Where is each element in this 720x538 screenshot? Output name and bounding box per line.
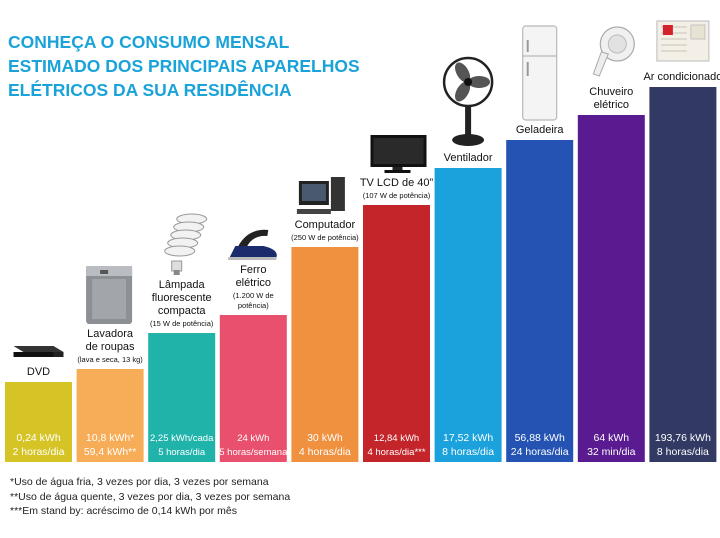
cfl-bulb-icon	[164, 213, 208, 275]
title-line: ELÉTRICOS DA SUA RESIDÊNCIA	[8, 80, 292, 100]
bar-sub-label: (107 W de potência)	[363, 191, 431, 200]
bar-group: 193,76 kWh 8 horas/dia Ar condicionado	[643, 20, 720, 462]
bar	[219, 315, 287, 462]
bar-group: 56,88 kWh 24 horas/dia Geladeira	[506, 25, 574, 462]
fan-icon	[442, 56, 494, 146]
footnotes: *Uso de água fria, 3 vezes por dia, 3 ve…	[10, 475, 290, 519]
bar-category-label: TV LCD de 40”	[360, 177, 434, 189]
bar-value-label: 5 horas/dia	[158, 447, 206, 458]
footnote: *Uso de água fria, 3 vezes por dia, 3 ve…	[10, 476, 269, 488]
washing-machine-icon	[86, 266, 133, 324]
bar	[76, 369, 144, 462]
bar-group: 0,24 kWh 2 horas/dia DVD	[5, 346, 72, 462]
bar	[5, 382, 72, 462]
bar	[148, 333, 216, 462]
bar-value-label: 24 kWh	[237, 433, 269, 444]
bar-group: 10,8 kWh* 59,4 kWh** (lava e seca, 13 kg) d…	[76, 266, 144, 462]
bar-value-label: 193,76 kWh	[655, 432, 711, 444]
bar-value-label: 4 horas/dia***	[367, 447, 425, 458]
title-line: ESTIMADO DOS PRINCIPAIS APARELHOS	[8, 56, 360, 76]
bar-category-label: Lâmpada	[159, 279, 206, 291]
bar-category-label: Lavadora	[87, 328, 134, 340]
bar-value-label: 32 min/dia	[587, 446, 636, 458]
bar-value-label: 4 horas/dia	[299, 446, 351, 458]
bar-category-label: de roupas	[86, 341, 135, 353]
bar-value-label: 2 horas/dia	[13, 446, 65, 458]
bar-value-label: 2,25 kWh/cada	[150, 433, 214, 444]
bar-category-label: elétrico	[236, 277, 271, 289]
bar-value-label: 8 horas/dia	[657, 446, 709, 458]
bar-category-label: Geladeira	[516, 124, 565, 136]
bar	[577, 115, 645, 462]
bar-category-label: Computador	[295, 219, 356, 231]
bar-category-label: elétrico	[594, 99, 629, 111]
bar-value-label: 8 horas/dia	[442, 446, 494, 458]
tv-icon	[370, 135, 427, 173]
bar-value-label: 64 kWh	[593, 432, 629, 444]
bar-value-label: 0,24 kWh	[16, 432, 61, 444]
bar-sub-label: (15 W de potência)	[150, 319, 214, 328]
bar	[434, 168, 502, 462]
bar-value-label: 59,4 kWh**	[84, 446, 137, 458]
bar-value-label: 10,8 kWh*	[86, 432, 134, 444]
bar-category-label: fluorescente	[152, 292, 212, 304]
bar-value-label: 24 horas/dia	[511, 446, 569, 458]
bar-group: 12,84 kWh 4 horas/dia*** (107 W de potênci…	[360, 135, 434, 462]
bar-category-label: Chuveiro	[589, 86, 633, 98]
bar-group: 30 kWh 4 horas/dia (250 W de potência) Comp…	[291, 177, 359, 462]
bar-sub-label: (1.200 W de	[233, 291, 274, 300]
bar-category-label: DVD	[27, 366, 50, 378]
bar-group: 24 kWh 5 horas/semana potência)(1.200 W de…	[219, 229, 288, 462]
page-title: CONHEÇA O CONSUMO MENSAL ESTIMADO DOS PR…	[8, 30, 368, 102]
bar-group: 17,52 kWh 8 horas/dia Ventilador	[434, 56, 502, 462]
bar-value-label: 5 horas/semana	[219, 447, 288, 458]
footnote: ***Em stand by: acréscimo de 0,14 kWh po…	[10, 505, 238, 517]
bar-sub-label: potência)	[238, 301, 269, 310]
refrigerator-icon	[522, 25, 558, 121]
bar-group: 2,25 kWh/cada 5 horas/dia (15 W de potênci…	[148, 213, 216, 462]
air-conditioner-icon	[656, 20, 710, 62]
bar-value-label: 17,52 kWh	[443, 432, 493, 444]
bar	[649, 87, 717, 462]
iron-icon	[228, 229, 277, 260]
bar-category-label: Ar condicionado	[643, 71, 720, 83]
bar-value-label: 30 kWh	[307, 432, 343, 444]
bar	[291, 247, 359, 462]
bar-category-label: Ferro	[240, 264, 266, 276]
bar-sub-label: (lava e seca, 13 kg)	[77, 355, 143, 364]
bar	[363, 205, 430, 462]
footnote: **Uso de água quente, 3 vezes por dia, 3…	[10, 490, 291, 503]
computer-icon	[296, 177, 345, 214]
dvd-player-icon	[13, 346, 64, 357]
bar-category-label: Ventilador	[444, 152, 493, 164]
bar	[506, 140, 574, 462]
shower-icon	[592, 26, 635, 77]
bar-value-label: 56,88 kWh	[515, 432, 565, 444]
title-line: CONHEÇA O CONSUMO MENSAL	[8, 32, 290, 52]
bar-category-label: compacta	[158, 305, 207, 317]
bar-sub-label: (250 W de potência)	[291, 233, 359, 242]
bar-value-label: 12,84 kWh	[374, 433, 419, 444]
